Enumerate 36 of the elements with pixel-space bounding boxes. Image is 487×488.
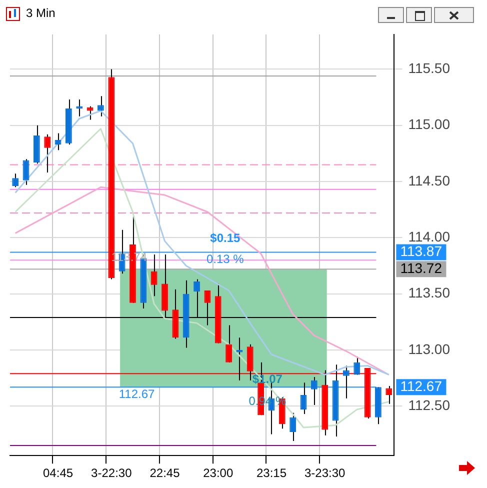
ref-line-label: 112.67 [400, 378, 442, 394]
y-tick-label: 112.50 [408, 397, 450, 414]
candlestick [300, 382, 307, 415]
y-tick-label: 114.00 [408, 228, 450, 245]
x-tick-label: 23:00 [203, 466, 234, 480]
y-tick-label: 113.00 [408, 340, 450, 357]
annotation: $1.07 [252, 372, 283, 386]
annotation: $0.15 [210, 230, 240, 245]
annotation: 0.13 % [206, 252, 244, 266]
candlestick [150, 254, 158, 297]
x-tick-label: 23:15 [256, 466, 287, 480]
candlestick [236, 337, 243, 381]
candlestick [12, 173, 19, 188]
y-tick-label: 115.50 [408, 60, 450, 76]
ref-line-label: 113.72 [400, 260, 442, 276]
x-tick-label: 3-22:30 [91, 466, 132, 480]
candlestick [342, 365, 350, 399]
y-tick-label: 114.50 [408, 172, 450, 188]
chart-title: 3 Min [26, 6, 56, 20]
annotation: 113.74 [111, 250, 148, 264]
annotation: 112.67 [118, 386, 156, 401]
candlestick [226, 324, 232, 363]
candlestick [86, 106, 94, 120]
candlestick [98, 96, 104, 117]
candlestick [354, 356, 360, 376]
y-tick-label: 113.50 [408, 284, 450, 301]
y-tick-label: 115.00 [408, 116, 450, 132]
candlestick [290, 412, 296, 442]
candlestick [310, 376, 318, 406]
candlestick [54, 132, 62, 151]
ref-line-label: 113.87 [400, 243, 442, 260]
candlestick [44, 134, 51, 174]
x-tick-label: 3-23:30 [304, 466, 346, 480]
x-tick-label: 04:45 [43, 466, 74, 480]
candlestick [22, 158, 30, 186]
x-tick-label: 22:45 [150, 466, 180, 480]
